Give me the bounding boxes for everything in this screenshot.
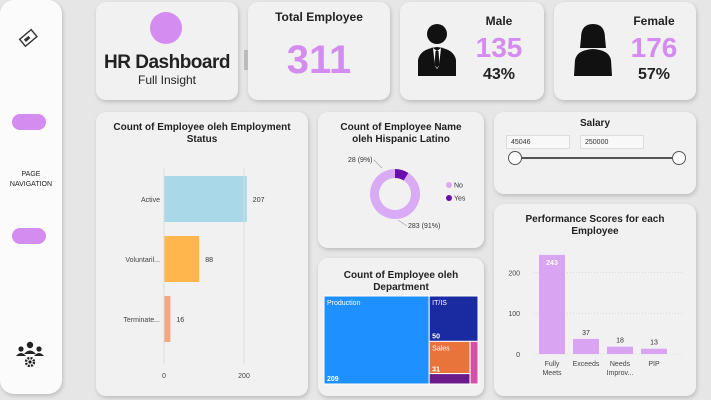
male-person-icon (418, 24, 456, 76)
department-card: Count of Employee oleh Department Produc… (318, 258, 484, 396)
perf-category-label: Meets (542, 370, 562, 377)
total-employee-value: 311 (286, 38, 352, 82)
status-bar (164, 296, 171, 342)
male-value: 135 (475, 32, 523, 63)
female-label: Female (633, 14, 675, 28)
perf-y-tick: 100 (508, 311, 520, 318)
treemap-cell-production (323, 295, 430, 385)
salary-title: Salary (579, 118, 611, 129)
donut-legend-marker (446, 195, 452, 201)
status-x-tick: 200 (238, 373, 250, 380)
treemap-cell-itis (428, 295, 479, 342)
page-navigation-label: PAGE NAVIGATION (0, 170, 62, 190)
treemap-label: IT/IS (432, 300, 447, 307)
perf-value-label: 13 (650, 340, 658, 347)
female-value: 176 (630, 32, 678, 63)
team-icon[interactable] (14, 340, 46, 370)
female-percent: 57% (637, 66, 671, 83)
female-person-icon (574, 24, 612, 76)
status-bar (164, 236, 200, 282)
total-employee-label: Total Employee (275, 10, 363, 24)
header-card: HR Dashboard Full Insight (96, 2, 238, 100)
treemap-value: 209 (327, 376, 339, 383)
page-title: HR Dashboard (104, 52, 230, 73)
perf-category-label: Fully (545, 361, 560, 368)
nav-button-2[interactable] (12, 228, 46, 244)
perf-category-label: PIP (648, 361, 660, 368)
donut-legend-label: Yes (454, 196, 466, 203)
donut-label-no: 283 (91%) (408, 223, 440, 230)
employment-status-chart: Active 207 Voluntaril... 88 Terminate... 16 0 2… (123, 168, 265, 380)
treemap-cell-other (469, 340, 479, 385)
male-card: Male 135 43% (400, 2, 544, 100)
male-label: Male (485, 14, 513, 28)
sidebar: PAGE NAVIGATION (0, 0, 62, 394)
employment-status-title: Count of Employee oleh Employment Status (113, 122, 291, 145)
donut-slice-yes (395, 169, 409, 181)
treemap-label: Sales (432, 345, 450, 352)
logo-circle (150, 12, 182, 44)
performance-chart: 0 100 200 243 Fully Meets 37 Exceeds 18 Needs Impr… (508, 254, 684, 377)
status-category-label: Terminate... (123, 317, 160, 324)
perf-category-label: Exceeds (573, 361, 600, 368)
donut-legend-label: No (454, 183, 463, 190)
salary-max-input[interactable] (580, 135, 644, 149)
salary-slider-max-handle[interactable] (672, 151, 686, 165)
salary-slider-min-handle[interactable] (508, 151, 522, 165)
status-value-label: 88 (205, 257, 213, 264)
treemap-cell-other (428, 373, 471, 385)
nav-label-line1: PAGE (21, 171, 41, 178)
perf-value-label: 37 (582, 330, 590, 337)
nav-label-line2: NAVIGATION (9, 181, 53, 188)
perf-value-label: 243 (546, 260, 558, 267)
donut-slice-no (370, 169, 420, 219)
hispanic-latino-title: Count of Employee Name oleh Hispanic Lat… (340, 122, 462, 145)
salary-slider-track[interactable] (514, 157, 680, 159)
treemap-label: Production (327, 300, 361, 307)
donut-leader-no (397, 219, 408, 227)
perf-value-label: 18 (616, 338, 624, 345)
page-subtitle: Full Insight (137, 73, 197, 87)
perf-y-tick: 0 (516, 352, 520, 359)
status-value-label: 16 (176, 317, 184, 324)
treemap-value: 50 (432, 333, 440, 340)
perf-category-label: Needs (610, 361, 631, 368)
treemap-value: 31 (432, 367, 440, 374)
nav-button-1[interactable] (12, 114, 46, 130)
salary-card: Salary (494, 112, 696, 194)
divider (244, 50, 248, 70)
tag-icon[interactable] (17, 28, 41, 48)
donut-leader-yes (373, 159, 383, 169)
perf-bar (641, 348, 667, 354)
hispanic-latino-chart: 28 (9%) 283 (91%) No Yes (348, 157, 466, 230)
perf-bar (539, 254, 565, 354)
hispanic-latino-card: Count of Employee Name oleh Hispanic Lat… (318, 112, 484, 248)
salary-min-input[interactable] (506, 135, 570, 149)
donut-label-yes: 28 (9%) (348, 157, 373, 164)
employment-status-card: Count of Employee oleh Employment Status… (96, 112, 308, 396)
department-title: Count of Employee oleh Department (343, 270, 459, 293)
total-employee-card: Total Employee 311 (244, 2, 390, 100)
performance-title: Performance Scores for each Employee (525, 214, 665, 237)
female-card: Female 176 57% (554, 2, 696, 100)
donut-legend-marker (446, 182, 452, 188)
status-value-label: 207 (253, 197, 265, 204)
perf-bar (607, 346, 633, 354)
male-percent: 43% (482, 66, 516, 83)
status-category-label: Voluntaril... (125, 257, 160, 264)
performance-card: Performance Scores for each Employee 0 10… (494, 204, 696, 396)
status-x-tick: 0 (162, 373, 166, 380)
perf-y-tick: 200 (508, 270, 520, 277)
perf-category-label: Improv... (607, 370, 634, 377)
status-category-label: Active (141, 197, 160, 204)
status-bar (164, 176, 247, 222)
department-treemap: Production 209 IT/IS 50 Sales 31 (323, 295, 479, 385)
perf-bar (573, 338, 599, 354)
